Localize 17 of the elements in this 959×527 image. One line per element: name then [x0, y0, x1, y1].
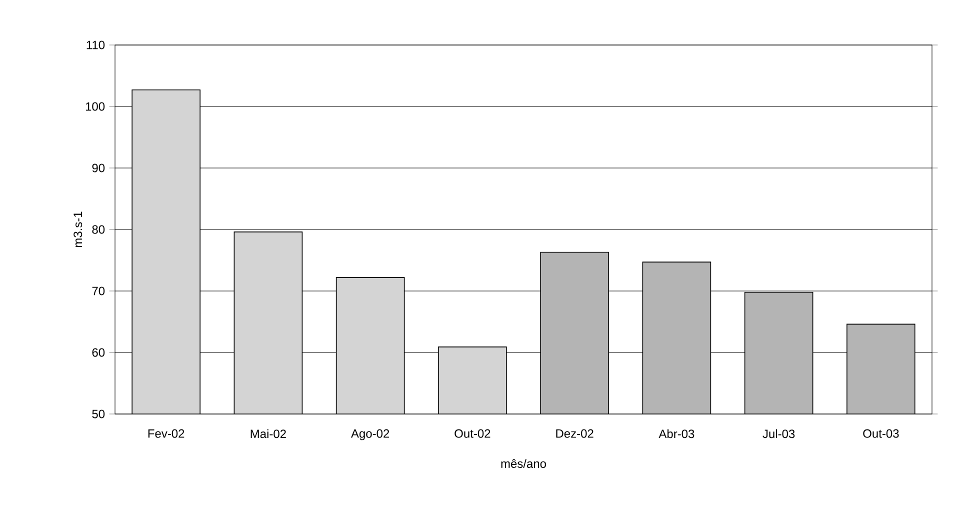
x-tick-label: Ago-02: [350, 429, 390, 440]
x-tick-label: Jul-03: [762, 429, 795, 438]
x-tick-label: Dez-02: [556, 429, 594, 438]
x-tick-label: Abr-03: [658, 429, 694, 438]
y-tick-label: 50: [92, 410, 105, 418]
y-tick-label: 80: [92, 225, 105, 234]
x-tick-label: Out-02: [454, 429, 490, 438]
x-tick-label: Out-03: [863, 429, 899, 438]
y-tick-label: 100: [86, 102, 105, 111]
x-axis-title: mês/ano: [501, 459, 546, 468]
y-tick-label: 90: [92, 164, 105, 172]
y-tick-label: 70: [92, 286, 105, 296]
x-tick-label: Fev-02: [148, 429, 184, 438]
y-tick-label: 60: [92, 348, 105, 357]
y-tick-label: 110: [86, 40, 105, 50]
x-tick-label: Mai-02: [250, 429, 286, 438]
y-axis-title: m3.s-1: [74, 212, 82, 248]
